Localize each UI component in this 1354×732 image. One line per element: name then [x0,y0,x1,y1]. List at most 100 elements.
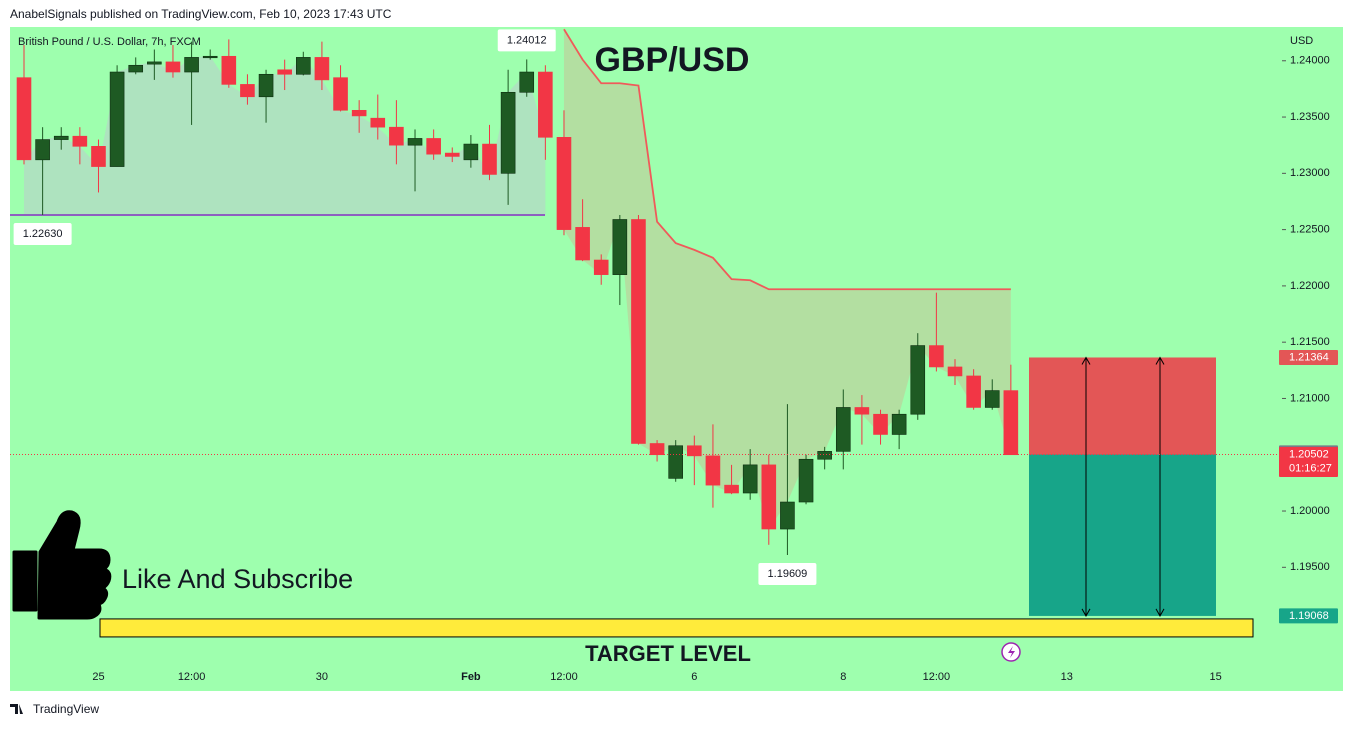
axis-price-label: 1.19068 [1289,610,1329,622]
countdown: 01:16:27 [1289,462,1332,474]
y-tick-label: 1.23000 [1290,167,1330,179]
right-shade [563,29,1011,530]
x-tick-label: Feb [461,671,481,683]
price-callout: 1.24012 [497,29,556,52]
candle-body [72,135,88,147]
candle-body [91,146,106,167]
candle-body [184,57,199,73]
footer: TradingView [33,702,99,716]
symbol: British Pound / U.S. Dollar, 7h, FXCM [18,36,201,48]
candle-body [407,138,423,146]
callout-label: 1.19609 [768,568,808,580]
candle-body [649,443,665,456]
callout-label: 1.22630 [23,228,63,240]
candle-body [984,390,1000,408]
candle-body [35,139,50,161]
candle-body [687,445,702,457]
stop-zone [1029,357,1216,455]
candle-body [929,345,944,368]
y-tick-label: 1.24000 [1290,55,1330,67]
plot [10,28,1019,556]
candle-body [966,375,981,408]
chart-title: GBP/USD [595,41,750,79]
candle-body [370,117,386,128]
candle-body [240,84,255,98]
target-caption: TARGET LEVEL [585,641,751,666]
y-tick-label: 1.23500 [1290,111,1330,123]
candle-body [761,464,777,530]
axis-price-box [1279,447,1338,478]
bolt-icon [1001,642,1021,662]
x-tick-label: 12:00 [923,671,951,683]
candle-body [333,77,348,111]
candle-body [202,55,218,59]
overlay-line [563,28,1011,291]
y-tick-label: 1.19500 [1290,561,1330,573]
candle-body [612,219,628,275]
target-zone [1029,454,1216,616]
candle-body [835,407,851,452]
candle-body [705,455,721,486]
target-band [99,618,1254,638]
x-tick-label: 12:00 [550,671,578,683]
candle-body [426,138,441,155]
axis-price-label: 1.20502 [1289,448,1329,460]
x-tick-label: 13 [1061,671,1073,683]
candle-body [817,451,832,460]
y-tick-label: 1.22500 [1290,224,1330,236]
x-tick-label: 25 [92,671,104,683]
candle-body [444,152,460,157]
candle-body [947,366,963,377]
price-callout: 1.22630 [13,222,72,245]
price-callout: 1.19609 [758,563,817,586]
candle-body [519,71,535,93]
candle-body [891,413,907,435]
axis-price-label: 1.21364 [1289,351,1329,363]
candle-body [389,126,404,146]
candle-body [314,57,330,81]
y-tick-label: 1.21500 [1290,336,1330,348]
x-tick-label: 12:00 [178,671,206,683]
thumb-icon [12,510,112,620]
candle-body [593,259,609,275]
candle-body [351,109,367,117]
callout-box [497,29,556,52]
axis-price-box [1279,608,1338,624]
candle-body [277,69,292,75]
candle-body [165,61,181,73]
arrow-head [1081,356,1091,617]
candle-body [556,137,572,230]
candle-body [482,143,497,175]
candle-body [128,64,144,73]
candle-body [221,55,237,85]
candle-body [724,484,739,494]
y-tick-label: 1.20000 [1290,505,1330,517]
callout: Like And Subscribe [122,564,353,594]
candle-body [109,71,125,167]
axis-price-box [1279,349,1338,365]
candle-body [631,219,646,444]
callout-label: 1.24012 [507,34,547,46]
y-tick-label: 1.22000 [1290,280,1330,292]
candle-body [1003,390,1019,456]
candle-body [575,227,590,261]
candle-body [742,464,758,494]
x-tick-label: 8 [840,671,846,683]
x-tick-label: 6 [691,671,697,683]
arrow-head [1155,356,1165,617]
callout-box [13,222,72,245]
publisher: AnabelSignals published on TradingView.c… [10,7,392,21]
y-tick-label: 1.21000 [1290,392,1330,404]
candle-body [16,77,32,161]
x-tick-label: 15 [1210,671,1222,683]
x-tick-label: 30 [316,671,328,683]
candle-body [854,407,870,415]
candle-body [873,413,888,435]
candle-body [147,61,162,65]
candle-body [463,143,479,161]
candle-body [53,135,69,140]
candle-body [798,458,814,503]
candle-body [910,345,926,415]
candle-body [258,73,274,98]
